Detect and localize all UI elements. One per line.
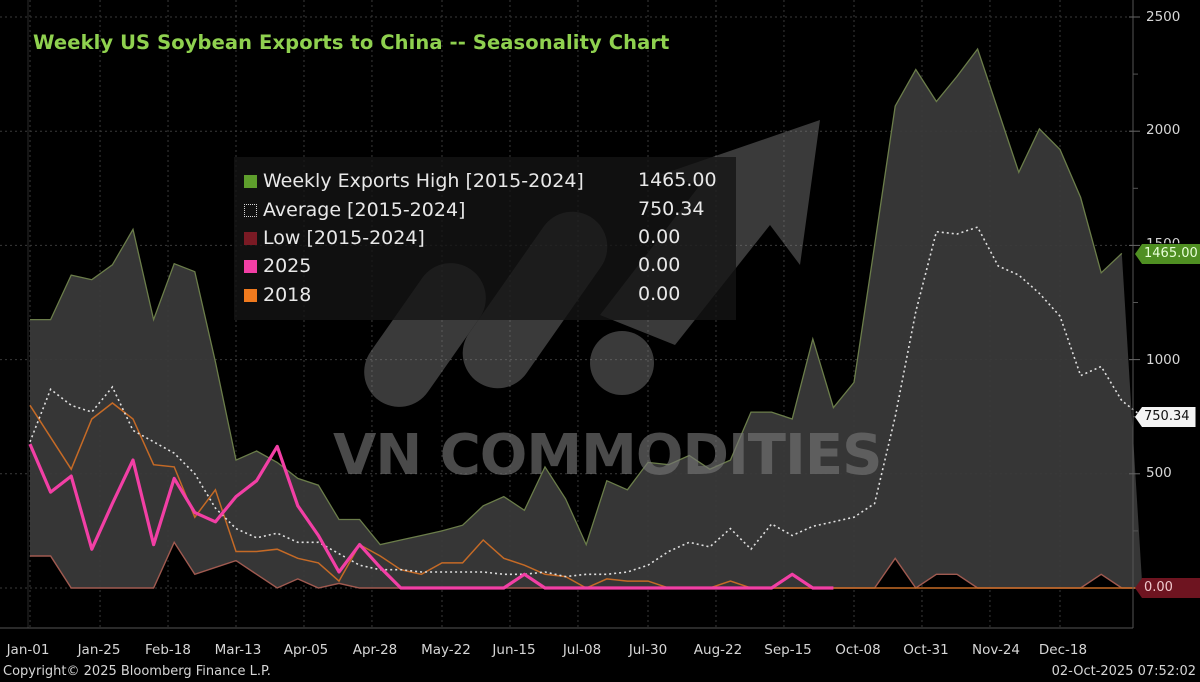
legend-label: Low [2015-2024] (263, 227, 425, 249)
legend-value: 750.34 (638, 198, 705, 220)
chart-title: Weekly US Soybean Exports to China -- Se… (33, 31, 670, 54)
y-tick-label: 2000 (1146, 122, 1181, 138)
legend-label: 2018 (263, 284, 312, 306)
legend-item-2025[interactable]: 2025 (244, 252, 311, 280)
legend-label: 2025 (263, 255, 312, 277)
x-tick-label: Jan-25 (77, 642, 121, 658)
x-tick-label: Jun-15 (492, 642, 536, 658)
y-tick-label: 500 (1146, 465, 1172, 481)
y-tick-label: 2500 (1146, 9, 1181, 25)
x-tick-label: Jul-30 (628, 642, 668, 658)
legend-value: 1465.00 (638, 169, 717, 191)
legend-value: 0.00 (638, 283, 681, 305)
last-value-tag-average: 750.34 (1135, 407, 1196, 427)
legend-swatch-average (244, 203, 257, 217)
high-low-band (30, 49, 1143, 588)
legend-swatch-2025 (244, 259, 257, 273)
copyright-text: Copyright© 2025 Bloomberg Finance L.P. (3, 664, 271, 679)
x-tick-label: Apr-05 (283, 642, 329, 658)
x-tick-label: Mar-13 (214, 642, 262, 658)
series-lines (28, 47, 1143, 590)
last-value-tag-low: 0.00 (1135, 578, 1200, 598)
x-tick-label: Feb-18 (145, 642, 191, 658)
legend-item-low[interactable]: Low [2015-2024] (244, 224, 425, 252)
last-value-tag-high: 1465.00 (1135, 244, 1200, 264)
x-tick-label: Jul-08 (562, 642, 602, 658)
legend-swatch-2018 (244, 288, 257, 302)
legend-item-average[interactable]: Average [2015-2024] (244, 196, 465, 224)
legend-item-2018[interactable]: 2018 (244, 281, 311, 309)
watermark-text: VN COMMODITIES (333, 423, 882, 488)
y-tick-label: 1000 (1146, 352, 1181, 368)
x-tick-label: Oct-31 (903, 642, 949, 658)
x-tick-label: Nov-24 (971, 642, 1021, 658)
legend-swatch-low (244, 231, 257, 245)
legend-value: 0.00 (638, 254, 681, 276)
timestamp: 02-Oct-2025 07:52:02 (1051, 664, 1196, 679)
x-tick-label: Sep-15 (764, 642, 812, 658)
legend: Weekly Exports High [2015-2024] 1465.00 … (234, 157, 736, 320)
x-tick-label: Jan-01 (6, 642, 50, 658)
x-tick-label: May-22 (421, 642, 471, 658)
legend-label: Weekly Exports High [2015-2024] (263, 170, 584, 192)
legend-item-high[interactable]: Weekly Exports High [2015-2024] (244, 167, 584, 195)
y-axis-ticks (1129, 16, 1140, 532)
x-tick-label: Dec-18 (1038, 642, 1088, 658)
y-tick-label: 1500 (1146, 236, 1180, 243)
legend-swatch-high (244, 174, 257, 188)
x-tick-label: Oct-08 (835, 642, 881, 658)
x-tick-label: Aug-22 (693, 642, 743, 658)
legend-value: 0.00 (638, 226, 681, 248)
legend-label: Average [2015-2024] (263, 199, 466, 221)
x-tick-label: Apr-28 (352, 642, 398, 658)
